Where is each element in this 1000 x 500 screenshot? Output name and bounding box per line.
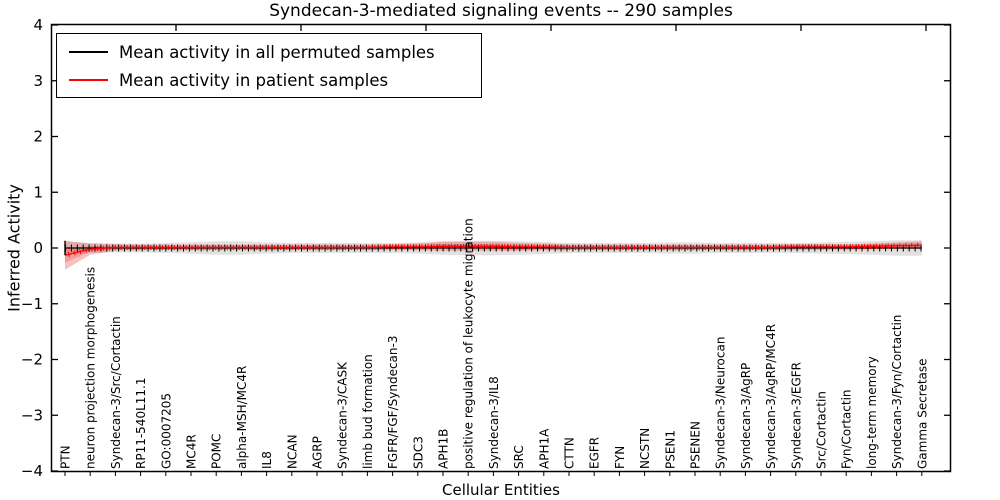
legend-line-permuted-icon [69,51,108,53]
patient-mean-line [64,244,922,256]
x-tick-label: Syndecan-3/Src/Cortactin [109,316,123,469]
x-tick-label: RP11-540L11.1 [134,378,148,469]
x-tick-label: MC4R [185,434,199,469]
x-tick-label: Syndecan-3/Neurocan [714,337,728,469]
legend-label-patient: Mean activity in patient samples [119,70,389,90]
y-tick-label: −2 [21,351,43,369]
x-tick-label: Src/Cortactin [815,391,829,469]
x-tick-label: Syndecan-3/Fyn/Cortactin [890,315,904,469]
x-tick-label: AGRP [311,436,325,469]
x-tick-label: EGFR [588,437,602,469]
x-tick-label: NCAN [285,434,299,469]
x-tick-label: FYN [613,446,627,469]
y-tick-label: 0 [33,239,43,257]
legend-label-permuted: Mean activity in all permuted samples [119,42,435,62]
legend-item-patient: Mean activity in patient samples [69,66,481,94]
x-tick-label: Syndecan-3/AgRP/MC4R [764,324,778,469]
x-tick-label: alpha-MSH/MC4R [235,366,249,469]
x-tick-label: Syndecan-3/EGFR [789,362,803,469]
x-tick-label: IL8 [260,451,274,469]
x-tick-label: POMC [210,434,224,469]
x-tick-label: FGFR/FGF/Syndecan-3 [386,336,400,469]
y-tick-label: 2 [33,128,43,146]
x-tick-label: GO:0007205 [159,393,173,469]
x-tick-label: SRC [512,445,526,469]
y-tick-label: −1 [21,295,43,313]
x-tick-label: limb bud formation [361,354,375,469]
y-tick-label: 3 [33,72,43,90]
x-tick-label: PTN [59,445,73,469]
x-tick-label: NCSTN [638,428,652,469]
y-axis-label: Inferred Activity [4,184,24,312]
x-tick-label: Fyn/Cortactin [840,389,854,469]
chart-title: Syndecan-3-mediated signaling events -- … [269,1,733,21]
legend: Mean activity in all permuted samples Me… [56,33,482,98]
x-tick-label: PSENEN [689,421,703,469]
x-tick-label: Syndecan-3/IL8 [487,376,501,469]
x-tick-label: Syndecan-3/CASK [336,361,350,469]
x-tick-label: neuron projection morphogenesis [84,267,98,469]
x-tick-label: APH1B [437,429,451,469]
x-tick-label: Gamma Secretase [915,358,929,469]
x-tick-label: long-term memory [865,356,879,469]
x-tick-label: SDC3 [411,436,425,469]
y-tick-label: 4 [33,16,43,34]
plot-border [50,23,952,473]
x-tick-label: PSEN1 [663,430,677,469]
x-axis-label: Cellular Entities [442,481,560,499]
x-tick-label: positive regulation of leukocyte migrati… [462,218,476,469]
legend-line-patient-icon [69,79,108,81]
x-tick-label: APH1A [537,428,551,469]
y-tick-label: −4 [21,462,43,480]
legend-item-permuted: Mean activity in all permuted samples [69,38,481,66]
y-tick-label: 1 [33,183,43,201]
x-tick-label: CTTN [563,437,577,469]
y-tick-label: −3 [21,406,43,424]
x-tick-label: Syndecan-3/AgRP [739,363,753,469]
